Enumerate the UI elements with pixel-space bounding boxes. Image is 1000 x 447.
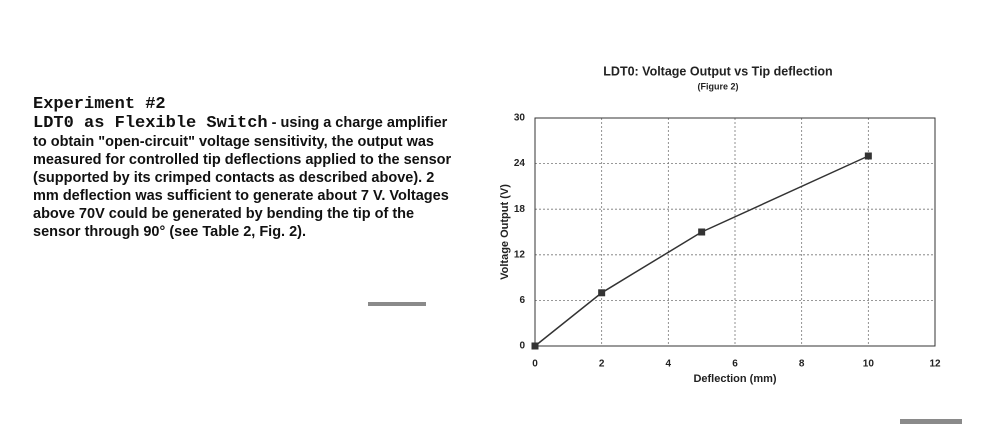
x-tick-label: 4 [666,359,672,370]
marker [698,228,706,236]
y-axis-label: Voltage Output (V) [499,184,511,280]
y-tick-label: 12 [514,249,526,260]
x-tick-label: 10 [863,359,875,370]
marker [598,289,606,297]
x-axis-label: Deflection (mm) [693,373,776,385]
chart-subtitle: (Figure 2) [697,81,738,91]
description: Experiment #2 LDT0 as Flexible Switch - … [33,96,463,241]
marker [531,342,539,350]
series-line [534,155,869,347]
plot-frame [534,117,936,347]
divider [900,419,962,424]
heading: Experiment #2 [33,95,166,114]
y-tick-label: 0 [519,341,525,352]
x-tick-label: 6 [732,359,738,370]
x-tick-label: 8 [799,359,805,370]
subheading: LDT0 as Flexible Switch [33,114,268,133]
x-tick-label: 2 [599,359,605,370]
chart-title: LDT0: Voltage Output vs Tip deflection [603,64,832,78]
y-tick-label: 24 [514,158,526,169]
y-tick-label: 6 [519,295,525,306]
y-tick-label: 30 [514,113,526,124]
divider [368,302,426,306]
x-tick-label: 0 [532,359,538,370]
body-text: - using a charge amplifier to obtain "op… [33,115,452,240]
x-tick-label: 12 [929,359,941,370]
y-tick-label: 18 [514,204,526,215]
marker [864,152,872,160]
